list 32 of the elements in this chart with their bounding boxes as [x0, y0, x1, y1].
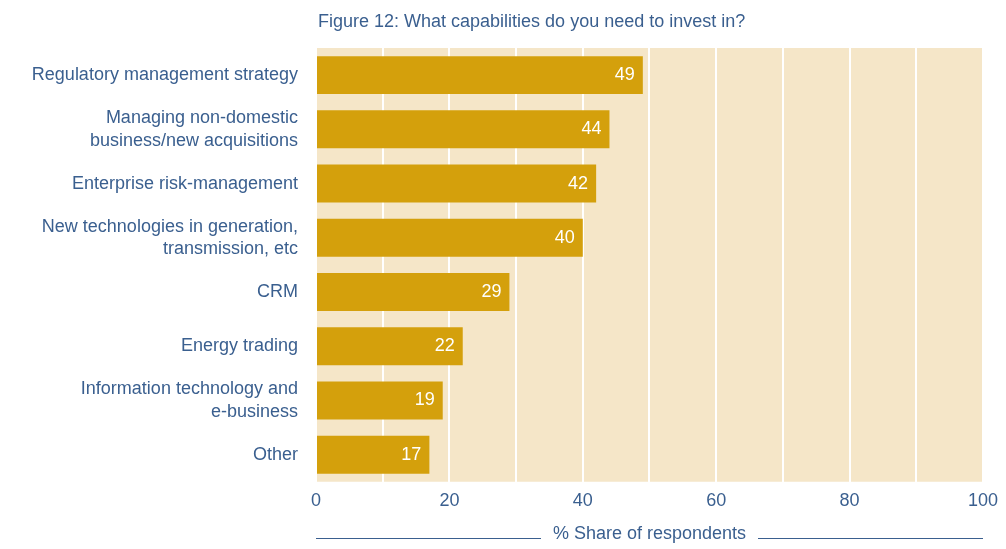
x-tick-label: 100 [967, 489, 999, 510]
x-tick-label: 40 [572, 489, 593, 510]
bar [317, 218, 583, 257]
bar [317, 164, 597, 203]
data-label: 22 [434, 335, 455, 356]
data-label: 19 [414, 389, 435, 410]
y-tick-label: Enterprise risk-management [71, 172, 298, 193]
data-label: 42 [568, 172, 589, 193]
data-label: 17 [401, 443, 422, 464]
x-axis-title: % Share of respondents [552, 523, 747, 544]
y-tick-label: Regulatory management strategy [31, 64, 298, 85]
bar [317, 56, 643, 95]
x-tick-label: 80 [839, 489, 860, 510]
bar [317, 273, 510, 311]
y-tick-label: Information technology and e-business [80, 378, 298, 421]
data-label: 49 [614, 64, 635, 85]
data-label: 29 [481, 280, 502, 301]
chart-title: Figure 12: What capabilities do you need to invest in? [318, 10, 746, 31]
y-tick-label: CRM [257, 280, 298, 301]
y-tick-label: New technologies in generation, transmission, etc [41, 215, 298, 259]
data-label: 40 [554, 226, 575, 247]
y-tick-label: Managing non-domestic business/new acquisitions [89, 107, 298, 150]
x-tick-label: 0 [310, 489, 322, 510]
y-tick-label: Other [252, 443, 298, 464]
bar [317, 381, 443, 420]
x-tick-label: 20 [439, 489, 460, 510]
y-tick-label: Energy trading [180, 335, 298, 356]
x-tick-label: 60 [706, 489, 727, 510]
bar [317, 327, 463, 366]
data-label: 44 [581, 118, 602, 139]
bar [317, 435, 430, 474]
bar [317, 110, 610, 149]
